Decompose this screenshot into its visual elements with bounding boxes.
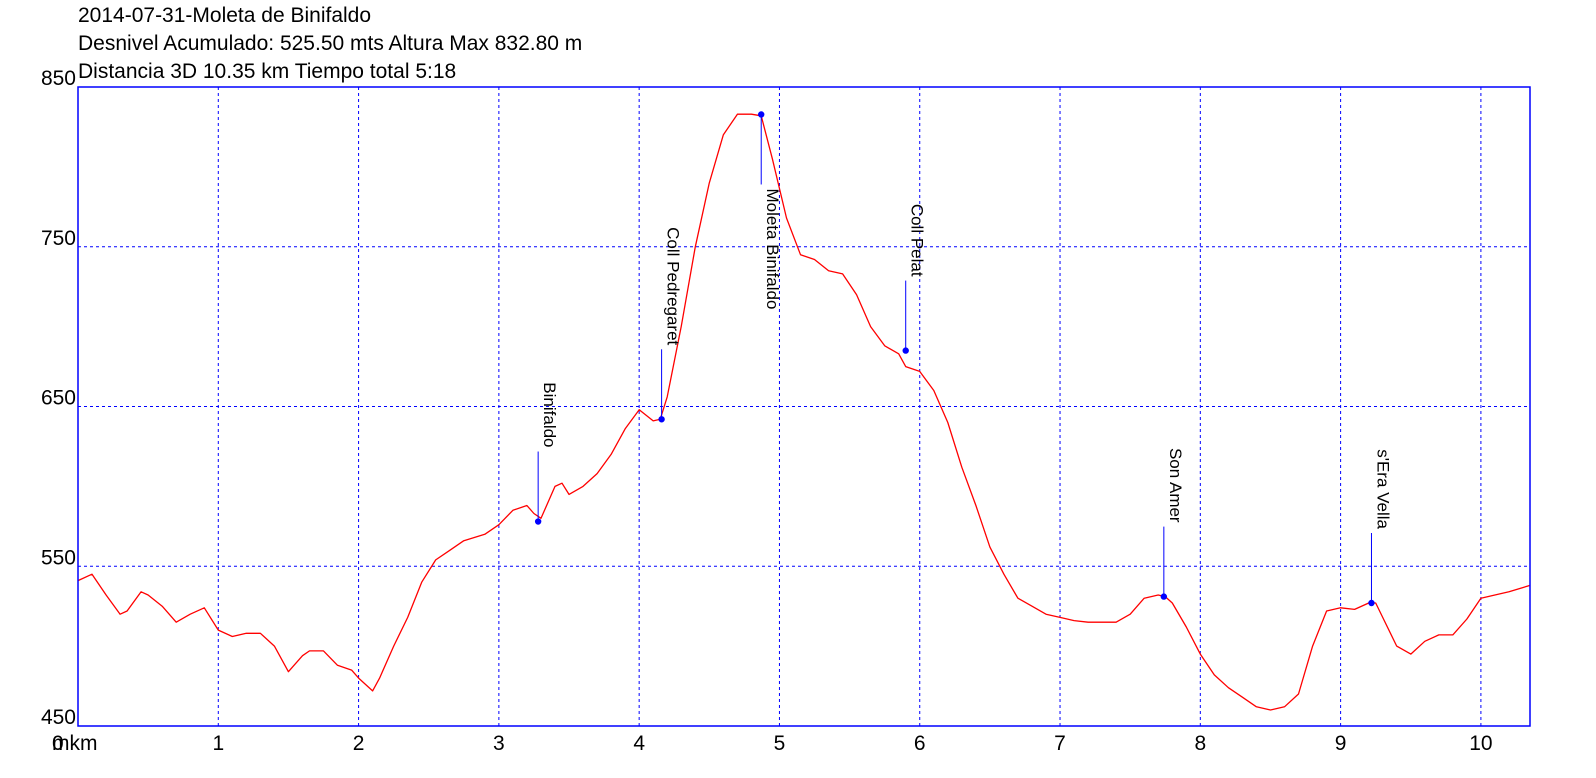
y-axis-unit-label: m [52, 732, 70, 755]
waypoint-label: Coll Pedregaret [664, 227, 683, 345]
waypoint-label: Moleta Binifaldo [763, 188, 782, 309]
tick-labels: 0 km 1 2 3 4 5 6 7 8 9 10 m 450 550 650 750 850 [41, 67, 1493, 755]
waypoint-marker [902, 347, 909, 354]
waypoint-son-amer: Son Amer [1160, 448, 1185, 600]
chart-subtitle-elevation: Desnivel Acumulado: 525.50 mts Altura Ma… [78, 32, 583, 55]
grid [78, 87, 1530, 726]
x-tick-label-5: 5 [774, 732, 786, 755]
x-tick-label-7: 7 [1054, 732, 1066, 755]
waypoint-label: s'Era Vella [1373, 449, 1392, 529]
x-tick-label-3: 3 [493, 732, 505, 755]
y-tick-label-450: 450 [41, 706, 76, 729]
waypoint-s-era-vella: s'Era Vella [1368, 449, 1392, 607]
x-tick-label-6: 6 [914, 732, 926, 755]
waypoint-label: Son Amer [1166, 448, 1185, 523]
y-tick-label-550: 550 [41, 546, 76, 569]
x-tick-label-9: 9 [1335, 732, 1347, 755]
waypoint-moleta-binifaldo: Moleta Binifaldo [758, 111, 782, 309]
y-tick-label-750: 750 [41, 227, 76, 250]
waypoint-marker [1160, 593, 1168, 600]
profile-series [77, 113, 1531, 711]
waypoint-marker [534, 518, 542, 525]
chart-title: 2014-07-31-Moleta de Binifaldo [78, 4, 372, 27]
y-tick-label-650: 650 [41, 387, 76, 410]
x-tick-label-4: 4 [633, 732, 645, 755]
waypoint-coll-pedregaret: Coll Pedregaret [658, 227, 683, 423]
profile-line-0 [77, 113, 1531, 711]
plot-frame [77, 86, 1531, 727]
waypoint-marker [758, 111, 765, 118]
waypoints: Binifaldo Coll Pedregaret Moleta Binifaldo… [534, 111, 1392, 607]
x-tick-label-2: 2 [353, 732, 365, 755]
x-tick-label-10: 10 [1469, 732, 1492, 755]
chart-subtitle-distance: Distancia 3D 10.35 km Tiempo total 5:18 [78, 60, 457, 83]
waypoint-label: Coll Pelat [908, 204, 927, 277]
waypoint-label: Binifaldo [540, 382, 559, 447]
x-tick-label-1: 1 [212, 732, 224, 755]
x-tick-label-0: 0 km [52, 732, 98, 755]
waypoint-binifaldo: Binifaldo [534, 382, 559, 525]
waypoint-marker [1368, 599, 1375, 607]
waypoint-coll-pelat: Coll Pelat [902, 204, 927, 354]
waypoint-marker [658, 416, 665, 423]
x-tick-label-8: 8 [1194, 732, 1206, 755]
y-tick-label-850: 850 [41, 67, 76, 90]
